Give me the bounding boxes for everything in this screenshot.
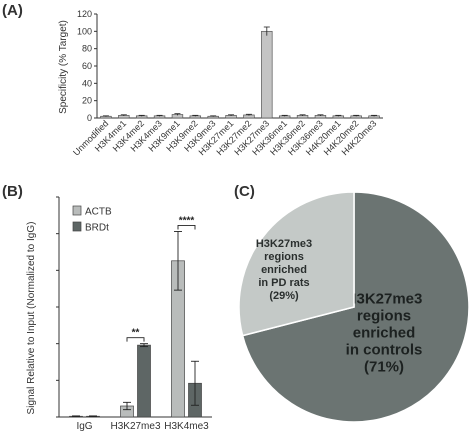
panel-b-legend-swatch-actb [72, 205, 82, 216]
panel-b-significance-label: **** [179, 215, 195, 226]
panel-c-slice-label: in controls [346, 341, 423, 358]
panel-c-label: (C) [234, 183, 255, 200]
panel-b-legend: ACTB BRDt [72, 205, 112, 234]
panel-b-significance-bracket [126, 337, 145, 342]
panel-c-slice-label: regions [264, 251, 304, 263]
panel-a-y-tick-label: 0 [87, 113, 92, 123]
panel-b-x-tick-label: H3K4me3 [164, 421, 209, 432]
panel-a-y-tick-label: 100 [77, 26, 92, 36]
panel-a-y-tick-label: 120 [77, 9, 92, 19]
panel-a-y-tick-label: 80 [82, 44, 92, 54]
panel-b-bars: ****** [69, 215, 202, 418]
panel-c-slice-label: (29%) [269, 290, 299, 302]
panel-c-pie-slice [241, 191, 470, 423]
panel-b-x-tick-label: IgG [76, 421, 92, 432]
panel-a-bars [100, 26, 380, 119]
panel-b-significance-bracket [177, 225, 196, 230]
panel-a-bar [261, 30, 273, 119]
panel-b-bar-brdt [137, 344, 151, 418]
panel-c-pie-slice [238, 191, 355, 337]
panel-c-slice-label: enriched [353, 324, 416, 341]
panel-b-legend-label-brdt: BRDt [85, 223, 109, 234]
panel-b-legend-label-actb: ACTB [85, 207, 112, 218]
panel-a-y-axis-label: Specificity (% Target) [58, 20, 69, 114]
panel-a-axes: 0 20 40 60 80 100 120 [77, 9, 383, 123]
panel-b-legend-swatch-brdt [72, 221, 82, 232]
panel-b-y-axis-label: Signal Relative to Input (Normalized to … [26, 222, 37, 415]
panel-a-chart: (A) Specificity (% Target) 0 20 40 60 80 100 1… [2, 2, 383, 158]
panel-c-slice-label: H3K27me3 [256, 238, 312, 250]
panel-c-slice-label: (71%) [364, 358, 404, 375]
panel-b-significance-label: ** [132, 328, 140, 339]
panel-a-y-tick-label: 40 [82, 78, 92, 88]
panel-a-y-tick-label: 60 [82, 61, 92, 71]
panel-c-slice-label: in PD rats [258, 277, 309, 289]
panel-b-axes [56, 196, 212, 418]
panel-a-x-tick-labels: UnmodifiedH3K4me1H3K4me2H3K4me3H3K9me1H3… [71, 118, 378, 157]
panel-c-slice-label: regions [357, 307, 411, 324]
panel-b-label: (B) [2, 183, 23, 200]
panel-c-slice-label: H3K27me3 [346, 290, 423, 307]
panel-a-y-tick-label: 20 [82, 96, 92, 106]
panel-c-slice-label: enriched [261, 264, 307, 276]
panel-b-x-tick-label: H3K27me3 [110, 421, 160, 432]
panel-b-chart: (B) Signal Relative to Input (Normalized… [2, 183, 212, 432]
panel-b-x-tick-labels: IgG H3K27me3 H3K4me3 [76, 421, 209, 432]
panel-a-label: (A) [2, 2, 23, 19]
